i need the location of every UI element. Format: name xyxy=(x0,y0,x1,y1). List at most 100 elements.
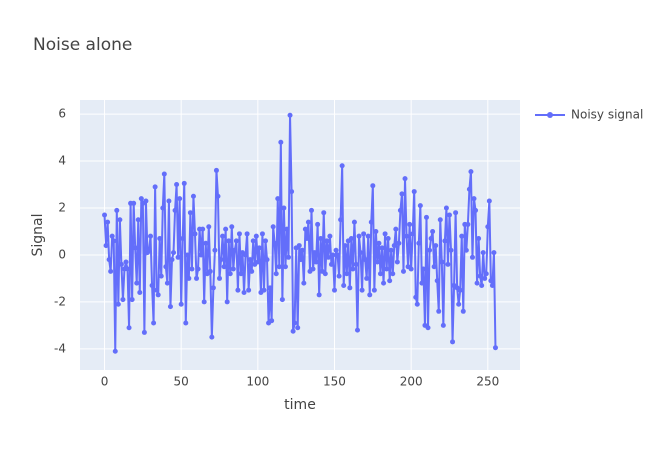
data-point xyxy=(259,231,265,237)
data-point xyxy=(221,264,227,270)
data-point xyxy=(132,245,138,251)
data-point xyxy=(281,205,287,211)
data-point xyxy=(408,266,414,272)
data-point xyxy=(217,275,223,281)
data-point xyxy=(226,238,232,244)
data-point xyxy=(483,271,489,277)
data-point xyxy=(206,224,212,230)
x-tick-label: 150 xyxy=(323,375,346,389)
data-point xyxy=(394,259,400,265)
data-point xyxy=(235,287,241,293)
data-point xyxy=(312,250,318,256)
data-point xyxy=(310,266,316,272)
data-point xyxy=(434,278,440,284)
data-point xyxy=(387,278,393,284)
data-point xyxy=(109,233,115,239)
data-point xyxy=(336,273,342,279)
data-point xyxy=(160,205,166,211)
y-tick-label: 4 xyxy=(58,154,66,168)
data-point xyxy=(356,233,362,239)
legend-marker[interactable] xyxy=(547,112,553,118)
data-point xyxy=(201,299,207,305)
data-point xyxy=(459,233,465,239)
x-tick-label: 200 xyxy=(400,375,423,389)
data-point xyxy=(407,221,413,227)
data-point xyxy=(296,243,302,249)
data-point xyxy=(177,196,183,202)
data-point xyxy=(315,221,321,227)
data-point xyxy=(302,226,308,232)
data-point xyxy=(456,301,462,307)
data-point xyxy=(270,224,276,230)
data-point xyxy=(347,285,353,291)
data-point xyxy=(106,257,112,263)
data-point xyxy=(298,257,304,263)
data-point xyxy=(335,252,341,258)
data-point xyxy=(428,236,434,242)
data-point xyxy=(115,301,121,307)
data-point xyxy=(411,189,417,195)
data-point xyxy=(305,219,311,225)
data-point xyxy=(416,240,422,246)
data-point xyxy=(453,210,459,216)
x-tick-label: 250 xyxy=(476,375,499,389)
data-point xyxy=(348,236,354,242)
data-point xyxy=(287,112,293,118)
data-point xyxy=(120,297,126,303)
data-point xyxy=(134,280,140,286)
data-point xyxy=(135,217,141,223)
data-point xyxy=(466,186,472,192)
data-point xyxy=(244,231,250,237)
data-point xyxy=(364,275,370,281)
data-point xyxy=(295,325,301,331)
data-point xyxy=(480,250,486,256)
data-point xyxy=(318,236,324,242)
data-point xyxy=(148,233,154,239)
data-point xyxy=(157,236,163,242)
y-tick-label: 2 xyxy=(58,201,66,215)
data-point xyxy=(365,233,371,239)
data-point xyxy=(371,287,377,293)
data-point xyxy=(404,233,410,239)
data-point xyxy=(448,247,454,253)
data-point xyxy=(382,231,388,237)
data-point xyxy=(341,282,347,288)
data-point xyxy=(399,191,405,197)
data-point xyxy=(308,207,314,213)
data-point xyxy=(241,290,247,296)
data-point xyxy=(439,259,445,265)
data-point xyxy=(223,226,229,232)
data-point xyxy=(384,266,390,272)
data-point xyxy=(151,320,157,326)
data-point xyxy=(414,301,420,307)
y-axis-title: Signal xyxy=(30,213,46,256)
x-tick-label: 100 xyxy=(246,375,269,389)
data-point xyxy=(471,196,477,202)
data-point xyxy=(289,189,295,195)
y-tick-label: -4 xyxy=(54,341,66,355)
x-axis-title: time xyxy=(284,397,316,413)
data-point xyxy=(220,233,226,239)
data-point xyxy=(138,196,144,202)
data-point xyxy=(410,231,416,237)
data-point xyxy=(181,180,187,186)
data-point xyxy=(460,308,466,314)
data-point xyxy=(112,348,118,354)
data-point xyxy=(376,240,382,246)
data-point xyxy=(333,247,339,253)
data-point xyxy=(218,257,224,263)
data-point xyxy=(420,266,426,272)
data-point xyxy=(233,238,239,244)
data-point xyxy=(469,254,475,260)
data-point xyxy=(328,261,334,267)
data-point xyxy=(316,292,322,298)
data-point xyxy=(117,217,123,223)
data-point xyxy=(105,219,111,225)
legend-label[interactable]: Noisy signal xyxy=(571,108,643,122)
data-point xyxy=(172,207,178,213)
data-point xyxy=(359,287,365,293)
data-point xyxy=(381,280,387,286)
data-point xyxy=(155,292,161,298)
data-point xyxy=(264,257,270,263)
data-point xyxy=(388,247,394,253)
